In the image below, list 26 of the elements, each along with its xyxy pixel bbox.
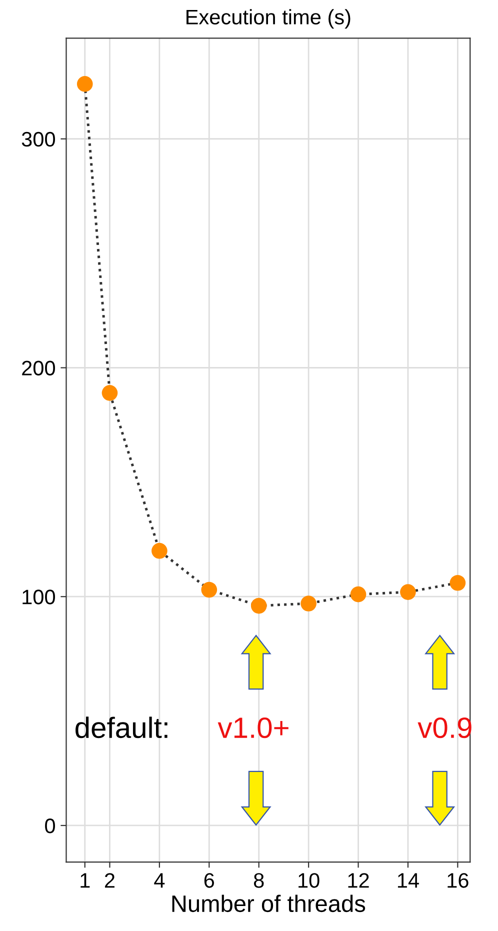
point xyxy=(350,586,366,602)
x-axis-title: Number of threads xyxy=(172,894,366,912)
x-tick-label: 1 xyxy=(80,873,90,888)
y-tick-label: 300 xyxy=(22,132,56,147)
point xyxy=(400,584,416,600)
x-tick-label: 2 xyxy=(104,873,114,888)
y-tick-label: 100 xyxy=(22,590,56,604)
x-tick-label: 14 xyxy=(398,873,419,888)
x-tick-label: 8 xyxy=(254,873,264,888)
point xyxy=(300,596,316,612)
x-tick-label: 16 xyxy=(448,873,468,888)
point xyxy=(76,76,93,92)
y-tick-label: 200 xyxy=(22,360,56,376)
x-tick-label: 6 xyxy=(204,873,214,888)
chart-title: Execution time (s) xyxy=(186,9,350,29)
point xyxy=(201,582,218,598)
y-tick-label: 0 xyxy=(45,818,56,834)
annotation: default: xyxy=(76,716,168,738)
annotation: v1.0+ xyxy=(218,717,288,738)
x-tick-label: 4 xyxy=(154,873,165,888)
point xyxy=(450,574,466,591)
x-tick-label: 12 xyxy=(348,873,369,888)
point xyxy=(102,385,118,401)
x-tick-label: 10 xyxy=(298,873,320,888)
point xyxy=(250,598,267,614)
point xyxy=(152,542,168,559)
